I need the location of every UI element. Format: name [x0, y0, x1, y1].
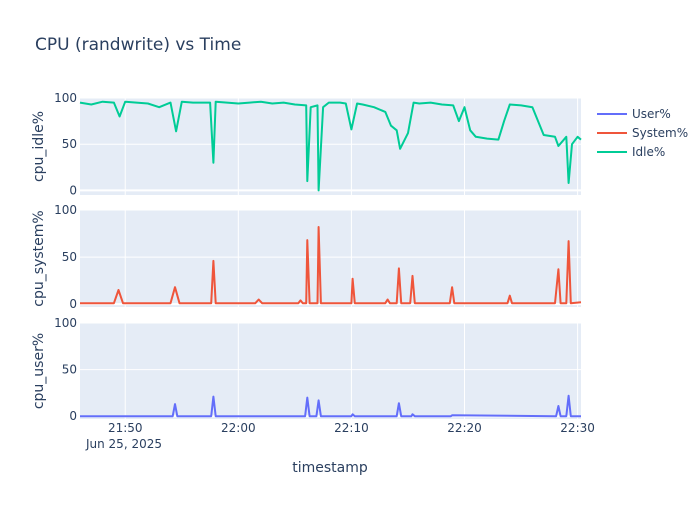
plot-background: [80, 98, 581, 195]
chart-panels: 0 50 100 cpu_idle% 0 50 100 cpu_system% 0 50 100 cp…: [31, 91, 595, 435]
legend-item[interactable]: User%: [597, 107, 671, 121]
x-tick-label: 22:20: [447, 421, 482, 435]
series-line-cpu_idle[interactable]: [79, 100, 582, 192]
y-tick-label: 0: [69, 409, 77, 423]
y-tick-label: 50: [62, 363, 77, 377]
x-axis: 21:50 22:00 22:10 22:20 22:30: [108, 421, 595, 435]
series-line-cpu_user[interactable]: [80, 394, 581, 418]
y-axis-title-cpu_user: cpu_user%: [31, 333, 47, 409]
y-tick-label: 0: [69, 297, 77, 311]
series-line-cpu_system[interactable]: [80, 226, 582, 305]
y-tick-label: 50: [62, 250, 77, 264]
x-tick-label: 22:10: [334, 421, 369, 435]
y-tick-label: 100: [54, 203, 77, 217]
plot-background: [80, 323, 581, 419]
legend-label: Idle%: [632, 145, 665, 159]
x-tick-label: 22:00: [221, 421, 256, 435]
legend-label: System%: [632, 126, 688, 140]
plot-background: [80, 210, 581, 307]
x-tick-label: 21:50: [108, 421, 143, 435]
legend[interactable]: User% System% Idle%: [597, 107, 688, 159]
y-axis-title-cpu_system: cpu_system%: [31, 210, 47, 306]
panel-cpu_system: 0 50 100 cpu_system%: [31, 203, 582, 311]
legend-item[interactable]: Idle%: [597, 145, 665, 159]
panel-cpu_idle: 0 50 100 cpu_idle%: [31, 91, 582, 197]
y-tick-label: 100: [54, 91, 77, 105]
panel-cpu_user: 0 50 100 cpu_user%: [31, 316, 581, 423]
legend-item[interactable]: System%: [597, 126, 688, 140]
y-tick-label: 0: [69, 183, 77, 197]
x-tick-label: 22:30: [560, 421, 595, 435]
y-tick-label: 50: [62, 137, 77, 151]
x-date-label: Jun 25, 2025: [85, 437, 162, 451]
y-axis-title-cpu_idle: cpu_idle%: [31, 111, 47, 182]
x-axis-title: timestamp: [292, 460, 368, 476]
chart-title: CPU (randwrite) vs Time: [35, 35, 241, 55]
y-tick-label: 100: [54, 316, 77, 330]
legend-label: User%: [632, 107, 671, 121]
